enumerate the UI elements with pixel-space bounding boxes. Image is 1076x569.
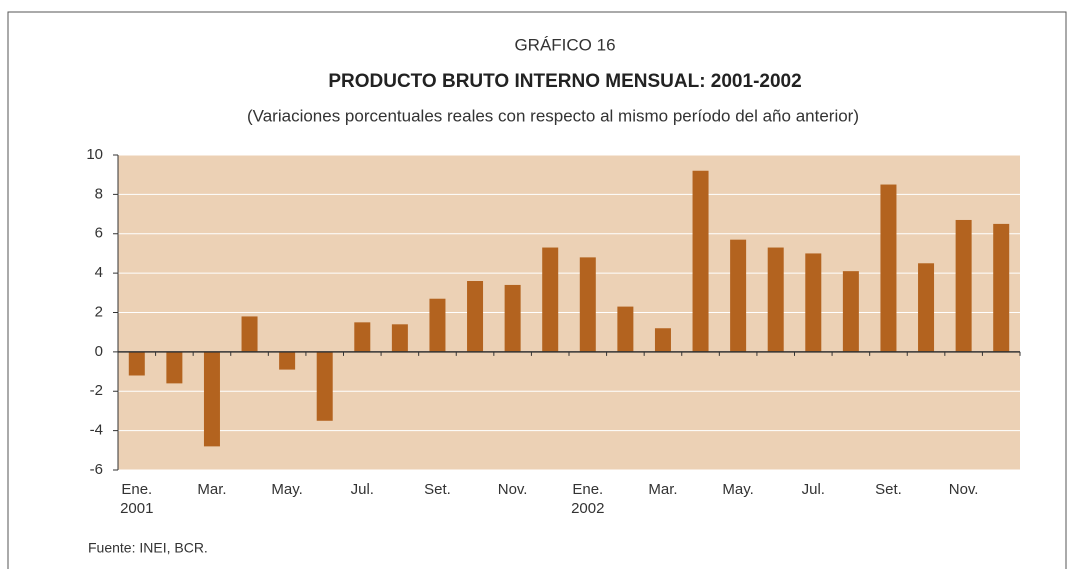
frame (7, 11, 1067, 569)
chart-subtitle: (Variaciones porcentuales reales con res… (247, 106, 859, 125)
bar (391, 324, 408, 352)
bar (654, 328, 671, 352)
bar (730, 239, 747, 352)
x-tick-label: May. (271, 481, 302, 498)
x-tick-label: Ene. 2002 (571, 481, 604, 517)
bar (166, 351, 183, 384)
bar (128, 351, 145, 376)
bar (467, 281, 484, 352)
bar (316, 351, 333, 421)
bar (241, 316, 258, 352)
bar (918, 263, 935, 352)
bar (993, 223, 1010, 352)
bar (767, 247, 784, 352)
x-tick-label: Set. (424, 481, 451, 498)
bar (617, 306, 634, 352)
bar (805, 253, 822, 352)
bar (279, 351, 296, 370)
x-tick-label: Nov. (949, 481, 979, 498)
y-tick-label: 2 (95, 303, 103, 320)
x-tick-label: Jul. (802, 481, 825, 498)
y-tick-label: 8 (95, 185, 103, 202)
y-tick-label: -6 (90, 461, 103, 478)
y-tick-label: 0 (95, 343, 103, 360)
y-tick-label: 4 (95, 264, 103, 281)
x-tick-label: Mar. (648, 481, 677, 498)
chart-title: PRODUCTO BRUTO INTERNO MENSUAL: 2001-200… (328, 71, 801, 92)
bar (354, 322, 371, 352)
bar (203, 351, 220, 447)
bar (504, 284, 521, 352)
bar (692, 170, 709, 352)
x-tick-label: Set. (875, 481, 902, 498)
x-tick-label: Ene. 2001 (120, 481, 153, 517)
bar (955, 219, 972, 352)
source: Fuente: INEI, BCR. (88, 540, 208, 556)
y-tick-label: 6 (95, 225, 103, 242)
bar (579, 257, 596, 352)
x-tick-label: May. (722, 481, 753, 498)
y-tick-label: -2 (90, 382, 103, 399)
bar (842, 271, 859, 352)
bar (429, 298, 446, 352)
bar (542, 247, 559, 352)
y-tick-label: -4 (90, 422, 103, 439)
x-tick-label: Jul. (351, 481, 374, 498)
x-tick-label: Nov. (498, 481, 528, 498)
chart-label: GRÁFICO 16 (514, 35, 615, 54)
x-tick-label: Mar. (197, 481, 226, 498)
y-tick-label: 10 (86, 146, 103, 163)
bar (880, 184, 897, 352)
